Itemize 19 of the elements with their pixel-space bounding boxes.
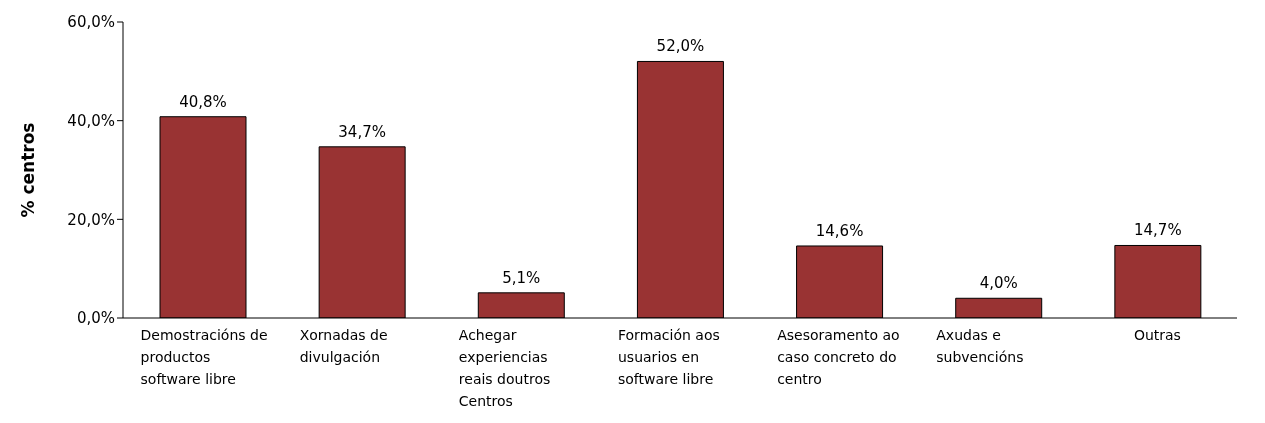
x-tick-label: Formación aos usuarios en software libre	[618, 327, 720, 387]
x-tick-label: Asesoramento ao caso concreto do centro	[777, 327, 900, 387]
y-tick-label: 60,0%	[67, 13, 115, 32]
data-label: 40,8%	[179, 92, 227, 111]
data-label: 34,7%	[338, 122, 386, 141]
y-tick-label: 20,0%	[67, 210, 115, 229]
y-tick-label: 40,0%	[67, 111, 115, 130]
data-label: 14,7%	[1134, 221, 1182, 240]
x-tick-label: Axudas e subvencións	[936, 327, 1024, 365]
x-tick-label: Demostracións de productos software libre	[140, 327, 268, 387]
data-label: 4,0%	[979, 274, 1018, 293]
y-axis-title: % centros	[18, 122, 39, 218]
data-label: 5,1%	[502, 268, 541, 287]
x-tick-label: Outras	[1133, 327, 1181, 343]
data-label: 14,6%	[815, 221, 864, 240]
y-tick-label: 0,0%	[76, 309, 115, 328]
x-tick-label: Xornadas de divulgación	[299, 327, 388, 365]
x-tick-label: Achegar experiencias reais doutros Centros	[458, 327, 551, 409]
data-label: 52,0%	[656, 37, 705, 56]
